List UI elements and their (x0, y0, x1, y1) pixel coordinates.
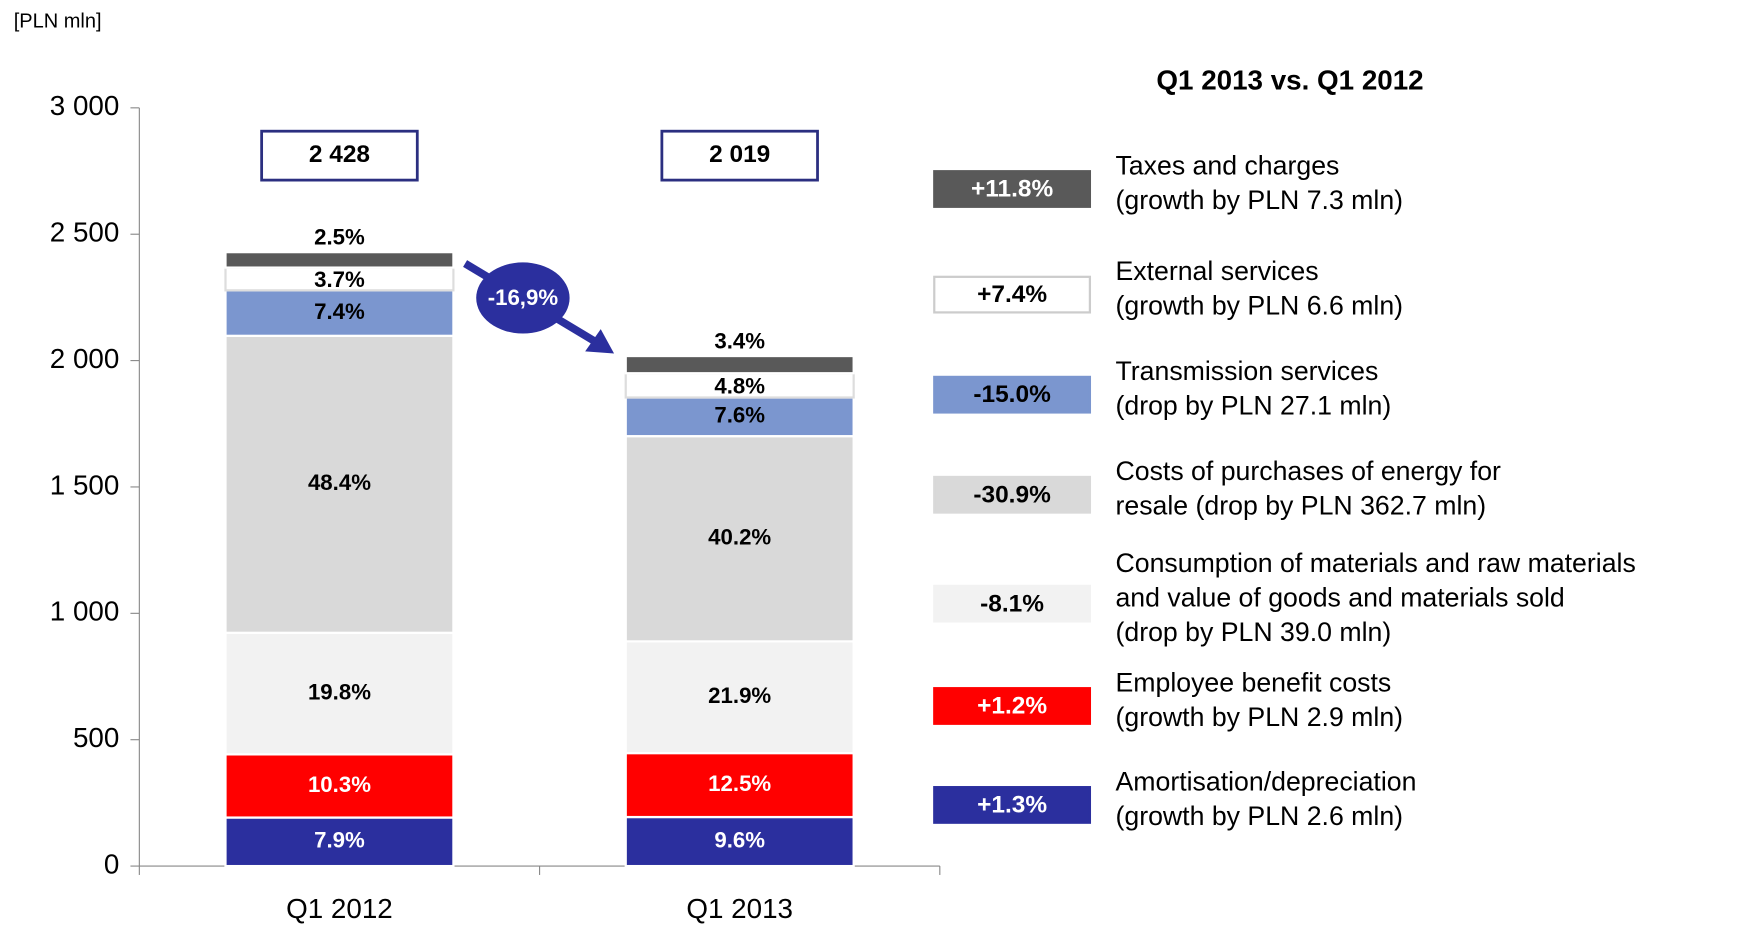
bar-segment (624, 396, 855, 438)
change-bubble (476, 262, 570, 334)
legend-title: Q1 2013 vs. Q1 2012 (1156, 65, 1423, 96)
segment-label: 2.5% (314, 225, 365, 250)
x-tick-label: Q1 2012 (286, 893, 393, 924)
change-label: -16,9% (488, 285, 559, 310)
legend-badge (933, 786, 1092, 824)
bar-segment (224, 816, 455, 868)
legend-text: Consumption of materials and raw materia… (1115, 548, 1635, 578)
change-arrowhead (585, 329, 615, 354)
legend-text: resale (drop by PLN 362.7 mln) (1115, 491, 1486, 521)
segment-label: 9.6% (714, 827, 765, 852)
bar-segment (224, 251, 455, 269)
bar-segment (624, 372, 855, 399)
segment-label: 3.4% (714, 329, 765, 354)
legend-badge (933, 475, 1092, 514)
legend-text: (drop by PLN 27.1 mln) (1115, 391, 1391, 421)
legend-text: (growth by PLN 2.6 mln) (1115, 801, 1403, 831)
segment-label: 3.7% (314, 267, 365, 292)
legend-text: and value of goods and materials sold (1115, 582, 1564, 612)
segment-label: 12.5% (708, 771, 771, 796)
legend-change: +1.2% (977, 693, 1047, 720)
legend-change: +11.8% (971, 176, 1053, 203)
legend-badge (933, 375, 1092, 414)
x-tick-label: Q1 2013 (686, 893, 793, 924)
bar-segment (624, 751, 855, 819)
segment-label: 7.6% (714, 403, 765, 428)
segment-label: 7.4% (314, 299, 365, 324)
y-axis-label: [PLN mln] (14, 11, 102, 33)
y-tick-label: 2 000 (50, 343, 120, 374)
legend-text: Taxes and charges (1115, 150, 1339, 180)
segment-label: 7.9% (314, 828, 365, 853)
legend-badge (933, 170, 1092, 208)
segment-label: 4.8% (714, 373, 765, 398)
y-tick-label: 500 (73, 722, 119, 753)
legend-badge (933, 687, 1092, 725)
legend-text: (growth by PLN 6.6 mln) (1115, 290, 1403, 320)
legend-text: Costs of purchases of energy for (1115, 456, 1501, 486)
bar-segment (624, 640, 855, 755)
legend-change: +1.3% (977, 791, 1047, 818)
segment-label: 19.8% (308, 679, 371, 704)
legend-change: +7.4% (977, 281, 1047, 308)
legend-text: Transmission services (1115, 356, 1378, 386)
y-tick-label: 3 000 (50, 90, 120, 121)
segment-label: 21.9% (708, 683, 771, 708)
legend-text: Employee benefit costs (1115, 667, 1391, 697)
y-tick-label: 0 (104, 848, 119, 879)
segment-label: 10.3% (308, 772, 371, 797)
total-label: 2 019 (709, 141, 770, 168)
legend-text: (growth by PLN 7.3 mln) (1115, 185, 1403, 215)
legend-text: (drop by PLN 39.0 mln) (1115, 617, 1391, 647)
y-tick-label: 2 500 (50, 217, 120, 248)
legend-change: -15.0% (973, 381, 1051, 408)
total-label: 2 428 (309, 141, 370, 168)
segment-label: 48.4% (308, 470, 371, 495)
legend-text: Amortisation/depreciation (1115, 766, 1416, 796)
bar-segment (624, 354, 855, 375)
total-box (260, 129, 419, 182)
segment-label: 40.2% (708, 525, 771, 550)
legend-change: -30.9% (973, 481, 1051, 508)
y-tick-label: 1 500 (50, 469, 120, 500)
legend-change: -8.1% (980, 590, 1044, 617)
legend-text: (growth by PLN 2.9 mln) (1115, 702, 1403, 732)
total-box (660, 129, 819, 182)
legend-badge (933, 584, 1092, 623)
y-tick-label: 1 000 (50, 596, 120, 627)
bar-segment (224, 289, 455, 337)
bar-segment (624, 435, 855, 643)
legend-badge (933, 275, 1092, 314)
legend-text: External services (1115, 256, 1318, 286)
